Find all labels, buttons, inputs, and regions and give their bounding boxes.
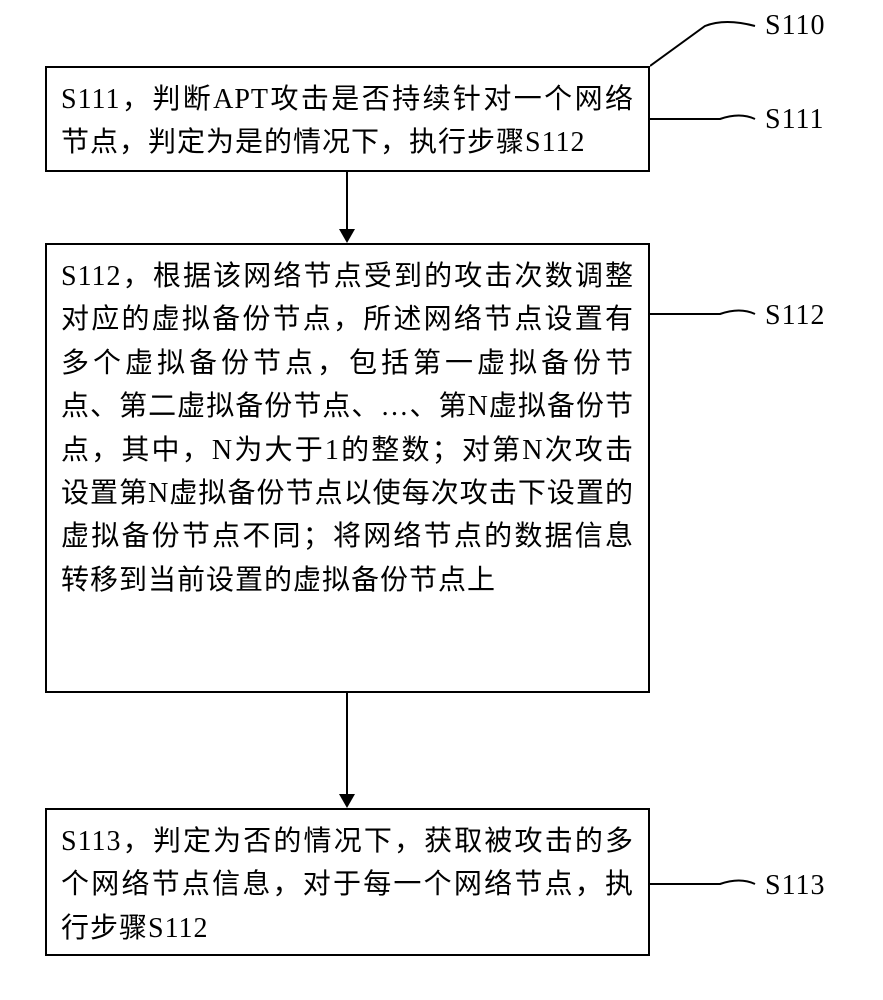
connector-s112 <box>650 305 760 325</box>
step-label-s113: S113 <box>765 870 826 902</box>
edge-s111-to-s112-arrow <box>339 229 355 243</box>
connector-s111 <box>650 110 760 130</box>
connector-s113 <box>650 875 760 895</box>
step-label-s111: S111 <box>765 104 825 136</box>
edge-s111-to-s112-line <box>346 172 348 229</box>
step-label-s110: S110 <box>765 10 826 42</box>
edge-s112-to-s113-arrow <box>339 794 355 808</box>
step-label-s112: S112 <box>765 300 826 332</box>
flowchart-box-s113: S113，判定为否的情况下，获取被攻击的多个网络节点信息，对于每一个网络节点，执… <box>45 808 650 956</box>
box-text-s111: S111，判断APT攻击是否持续针对一个网络节点，判定为是的情况下，执行步骤S1… <box>61 78 634 165</box>
flowchart-box-s112: S112，根据该网络节点受到的攻击次数调整对应的虚拟备份节点，所述网络节点设置有… <box>45 243 650 693</box>
connector-s110 <box>650 18 770 68</box>
box-text-s112: S112，根据该网络节点受到的攻击次数调整对应的虚拟备份节点，所述网络节点设置有… <box>61 255 634 602</box>
flowchart-box-s111: S111，判断APT攻击是否持续针对一个网络节点，判定为是的情况下，执行步骤S1… <box>45 66 650 172</box>
flowchart-container: S110 S111，判断APT攻击是否持续针对一个网络节点，判定为是的情况下，执… <box>0 0 883 1000</box>
box-text-s113: S113，判定为否的情况下，获取被攻击的多个网络节点信息，对于每一个网络节点，执… <box>61 820 634 950</box>
edge-s112-to-s113-line <box>346 693 348 794</box>
